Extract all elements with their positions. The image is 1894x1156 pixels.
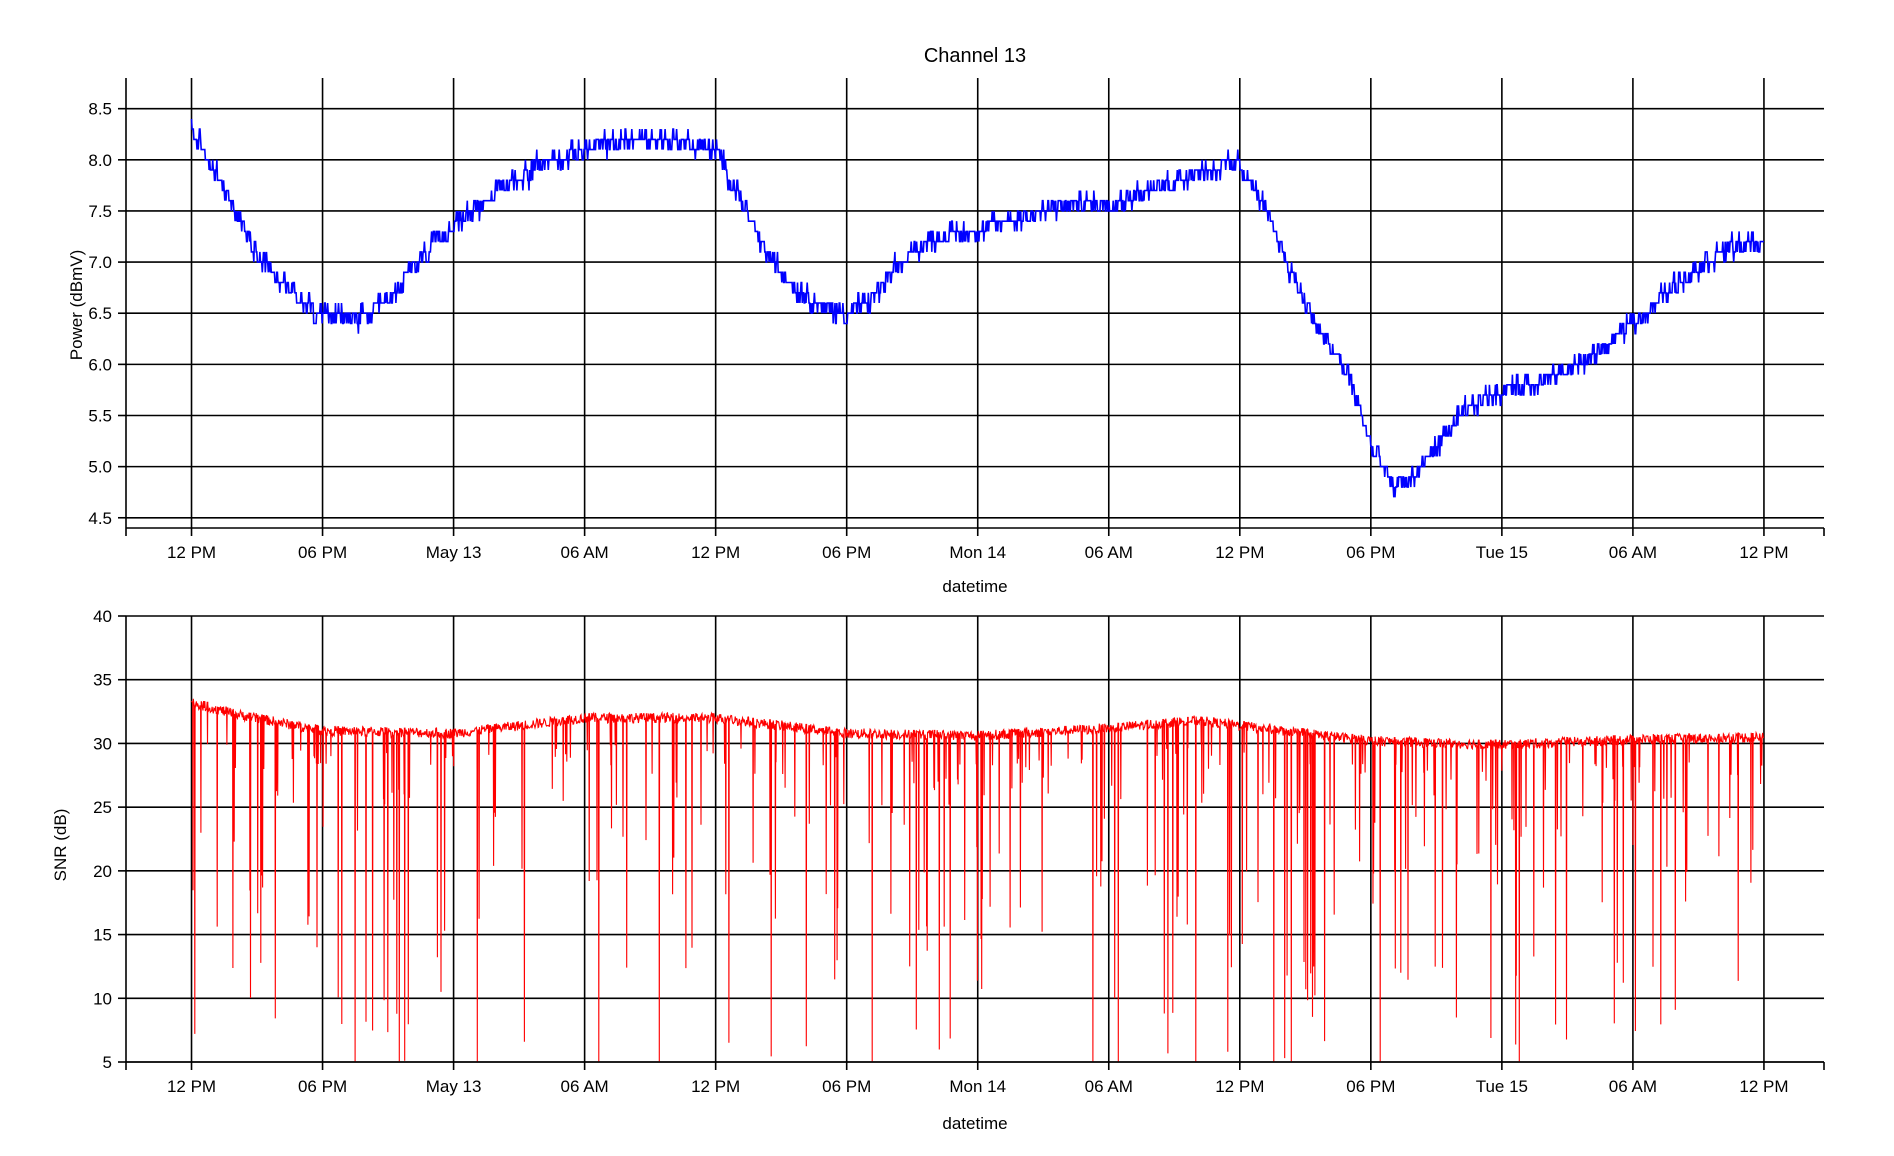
y-tick-label: 5 (103, 1053, 112, 1072)
x-tick-label: Mon 14 (949, 1077, 1006, 1096)
y-tick-label: 4.5 (88, 509, 112, 528)
x-tick-label: 06 AM (1085, 1077, 1133, 1096)
x-tick-label: 12 PM (1739, 543, 1788, 562)
power-y-tick-labels: 4.5 5.0 5.5 6.0 6.5 7.0 7.5 8.0 8.5 (88, 100, 112, 528)
x-tick-label: 12 PM (691, 1077, 740, 1096)
y-tick-label: 7.0 (88, 253, 112, 272)
x-tick-label: 06 AM (561, 543, 609, 562)
y-tick-label: 20 (93, 862, 112, 881)
snr-series (191, 698, 1764, 1063)
y-tick-label: 15 (93, 926, 112, 945)
x-tick-label: 12 PM (1739, 1077, 1788, 1096)
y-tick-label: 6.0 (88, 355, 112, 374)
x-tick-label: 06 PM (822, 1077, 871, 1096)
y-tick-label: 6.5 (88, 304, 112, 323)
y-tick-label: 35 (93, 671, 112, 690)
snr-gridlines (126, 615, 1824, 1063)
y-tick-label: 5.5 (88, 407, 112, 426)
y-tick-label: 8.0 (88, 151, 112, 170)
x-tick-label: May 13 (426, 1077, 482, 1096)
power-x-axis-label: datetime (942, 577, 1007, 596)
x-tick-label: Tue 15 (1476, 543, 1528, 562)
x-tick-label: 12 PM (1215, 1077, 1264, 1096)
x-tick-label: 06 PM (298, 1077, 347, 1096)
power-plot: 12 PM 06 PM May 13 06 AM 12 PM 06 PM Mon 14 06 … (67, 78, 1825, 596)
y-tick-label: 5.0 (88, 458, 112, 477)
snr-y-tick-labels: 5 10 15 20 25 30 35 40 (93, 607, 112, 1072)
x-tick-label: 06 AM (1609, 1077, 1657, 1096)
x-tick-label: 06 AM (1609, 543, 1657, 562)
snr-plot: 12 PM 06 PM May 13 06 AM 12 PM 06 PM Mon 14 06 … (51, 607, 1825, 1133)
x-tick-label: 06 PM (298, 543, 347, 562)
snr-y-axis-label: SNR (dB) (51, 809, 70, 882)
x-tick-label: May 13 (426, 543, 482, 562)
x-tick-label: 12 PM (691, 543, 740, 562)
x-tick-label: 06 AM (1085, 543, 1133, 562)
y-tick-label: 8.5 (88, 100, 112, 119)
snr-x-tick-labels: 12 PM 06 PM May 13 06 AM 12 PM 06 PM Mon 14 06 … (167, 1077, 1789, 1096)
y-tick-label: 30 (93, 734, 112, 753)
power-series (190, 118, 1764, 498)
y-tick-label: 40 (93, 607, 112, 626)
x-tick-label: 06 PM (1346, 543, 1395, 562)
series-line (191, 698, 1764, 1063)
y-tick-label: 7.5 (88, 202, 112, 221)
snr-x-axis-label: datetime (942, 1114, 1007, 1133)
x-tick-label: Mon 14 (949, 543, 1006, 562)
chart-title: Channel 13 (924, 45, 1026, 67)
x-tick-label: 12 PM (167, 543, 216, 562)
power-axes (118, 78, 1825, 536)
x-tick-label: 06 AM (561, 1077, 609, 1096)
snr-axes (118, 615, 1825, 1070)
x-tick-label: Tue 15 (1476, 1077, 1528, 1096)
power-y-axis-label: Power (dBmV) (67, 250, 86, 361)
power-x-tick-labels: 12 PM 06 PM May 13 06 AM 12 PM 06 PM Mon 14 06 … (167, 543, 1789, 562)
x-tick-label: 12 PM (167, 1077, 216, 1096)
x-tick-label: 06 PM (1346, 1077, 1395, 1096)
x-tick-label: 12 PM (1215, 543, 1264, 562)
y-tick-label: 10 (93, 989, 112, 1008)
y-tick-label: 25 (93, 798, 112, 817)
x-tick-label: 06 PM (822, 543, 871, 562)
series-line (190, 118, 1764, 498)
